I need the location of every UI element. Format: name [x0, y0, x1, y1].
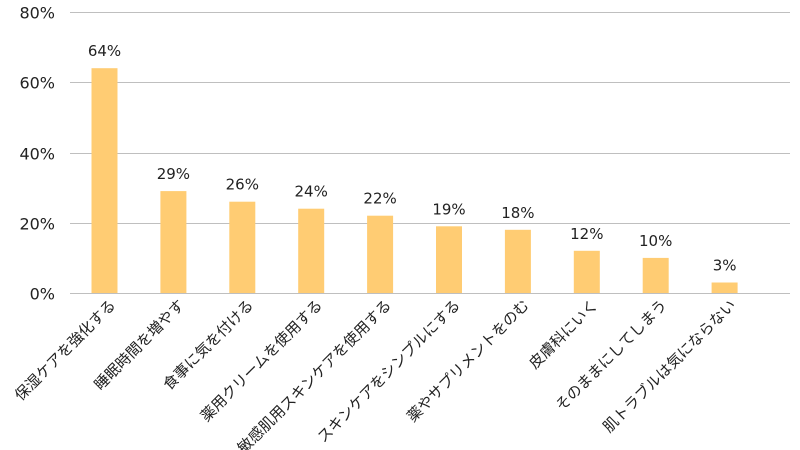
bar: [160, 191, 187, 293]
y-axis-tick-labels: 0% 20% 40% 60% 80%: [19, 4, 55, 304]
y-tick-label: 20%: [19, 215, 55, 234]
data-labels: 64% 29% 26% 24% 22% 19% 18% 12% 10% 3%: [88, 42, 737, 274]
data-label: 26%: [226, 176, 259, 194]
x-tick-label: スキンケアをシンプルにする: [314, 296, 464, 446]
bar: [367, 215, 394, 293]
data-label: 3%: [713, 257, 737, 275]
data-label: 12%: [570, 225, 603, 243]
data-label: 64%: [88, 42, 121, 60]
data-label: 24%: [295, 183, 328, 201]
x-tick-label: 薬用クリームを使用する: [197, 296, 326, 425]
data-label: 29%: [157, 165, 190, 183]
bar: [91, 68, 118, 293]
x-tick-label: 肌トラブルは気にならない: [599, 296, 739, 436]
data-label: 22%: [363, 190, 396, 208]
gridlines: [70, 12, 790, 294]
bars: [91, 68, 738, 293]
x-axis-tick-labels: 保湿ケアを強化する睡眠時間を増やす食事に気を付ける薬用クリームを使用する敏感肌用…: [11, 296, 739, 450]
y-tick-label: 60%: [19, 74, 55, 93]
data-label: 19%: [432, 200, 465, 218]
y-tick-label: 80%: [19, 4, 55, 23]
y-tick-label: 40%: [19, 145, 55, 164]
bar: [573, 250, 600, 293]
data-label: 10%: [639, 232, 672, 250]
bar: [711, 282, 738, 293]
bar: [504, 229, 531, 293]
bar: [436, 226, 462, 293]
y-tick-label: 0%: [30, 285, 55, 304]
x-tick-label: 薬やサプリメントをのむ: [403, 296, 532, 425]
bar: [642, 257, 669, 293]
bar: [298, 208, 325, 293]
data-label: 18%: [501, 204, 534, 222]
x-tick-label: 皮膚科にいく: [525, 296, 601, 372]
bar: [229, 201, 256, 293]
